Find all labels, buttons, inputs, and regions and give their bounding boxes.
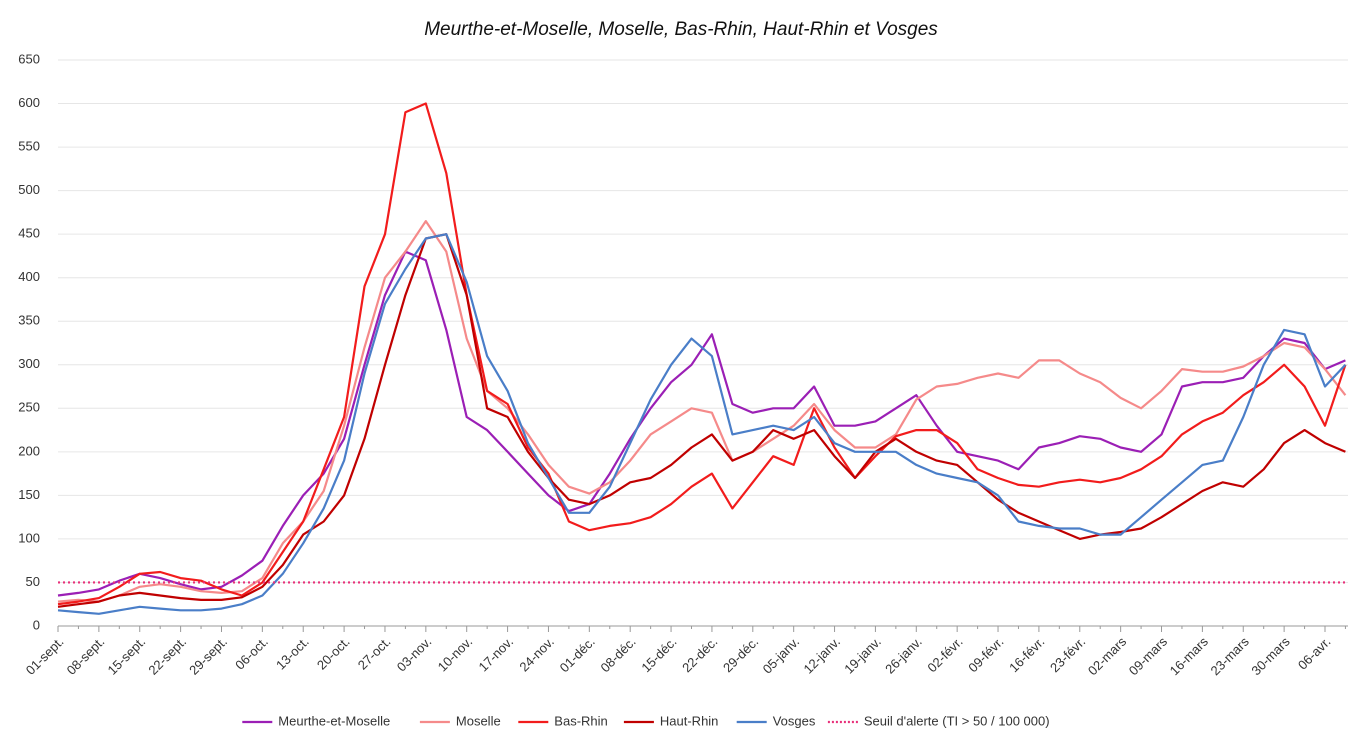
y-tick-label: 650	[18, 51, 40, 66]
legend-label: Meurthe-et-Moselle	[278, 713, 390, 728]
x-tick-label: 16-mars	[1167, 634, 1212, 679]
x-tick-label: 23-mars	[1207, 634, 1252, 679]
x-tick-label: 27-oct.	[355, 634, 394, 673]
series-line	[57, 233, 1346, 608]
x-tick-label: 01-sept.	[23, 634, 67, 678]
x-tick-label: 17-nov.	[476, 634, 517, 675]
series-line	[57, 250, 1346, 597]
x-tick-label: 09-mars	[1126, 634, 1171, 679]
x-tick-label: 29-déc.	[720, 634, 761, 675]
x-tick-label: 08-déc.	[597, 634, 638, 675]
y-tick-label: 500	[18, 182, 40, 197]
x-tick-label: 23-févr.	[1047, 634, 1088, 675]
x-tick-label: 29-sept.	[186, 634, 230, 678]
y-tick-label: 400	[18, 269, 40, 284]
x-tick-label: 09-févr.	[965, 634, 1006, 675]
series-line	[57, 220, 1347, 603]
legend-label: Vosges	[773, 713, 816, 728]
x-tick-label: 16-févr.	[1006, 634, 1047, 675]
y-tick-label: 150	[18, 487, 40, 502]
x-tick-label: 02-mars	[1085, 634, 1130, 679]
x-tick-label: 15-sept.	[104, 634, 148, 678]
y-tick-label: 0	[33, 617, 40, 632]
y-tick-label: 50	[26, 574, 40, 589]
x-tick-label: 02-févr.	[924, 634, 965, 675]
x-tick-label: 08-sept.	[64, 634, 108, 678]
x-tick-label: 30-mars	[1248, 634, 1293, 679]
x-tick-label: 01-déc.	[557, 634, 598, 675]
x-tick-label: 03-nov.	[394, 634, 435, 675]
x-tick-label: 12-janv.	[800, 634, 843, 677]
y-tick-label: 250	[18, 400, 40, 415]
series-line	[57, 102, 1347, 606]
x-tick-label: 13-oct.	[273, 634, 312, 673]
legend-label: Seuil d'alerte (TI > 50 / 100 000)	[864, 713, 1050, 728]
x-tick-label: 15-déc.	[638, 634, 679, 675]
series-line	[57, 233, 1347, 615]
y-tick-label: 100	[18, 530, 40, 545]
x-tick-label: 10-nov.	[435, 634, 476, 675]
chart-title: Meurthe-et-Moselle, Moselle, Bas-Rhin, H…	[424, 19, 938, 40]
y-tick-label: 450	[18, 226, 40, 241]
y-tick-label: 600	[18, 95, 40, 110]
x-tick-label: 22-sept.	[145, 634, 189, 678]
legend-label: Moselle	[456, 713, 501, 728]
legend-label: Bas-Rhin	[554, 713, 607, 728]
x-tick-label: 05-janv.	[760, 634, 803, 677]
x-tick-label: 26-janv.	[882, 634, 925, 677]
x-tick-label: 06-oct.	[232, 634, 271, 673]
legend-label: Haut-Rhin	[660, 713, 719, 728]
x-tick-label: 19-janv.	[841, 634, 884, 677]
y-tick-label: 200	[18, 443, 40, 458]
x-tick-label: 22-déc.	[679, 634, 720, 675]
x-tick-label: 06-avr.	[1295, 634, 1334, 673]
x-tick-label: 24-nov.	[516, 634, 557, 675]
y-tick-label: 350	[18, 313, 40, 328]
x-tick-label: 20-oct.	[314, 634, 353, 673]
y-tick-label: 550	[18, 139, 40, 154]
y-tick-label: 300	[18, 356, 40, 371]
